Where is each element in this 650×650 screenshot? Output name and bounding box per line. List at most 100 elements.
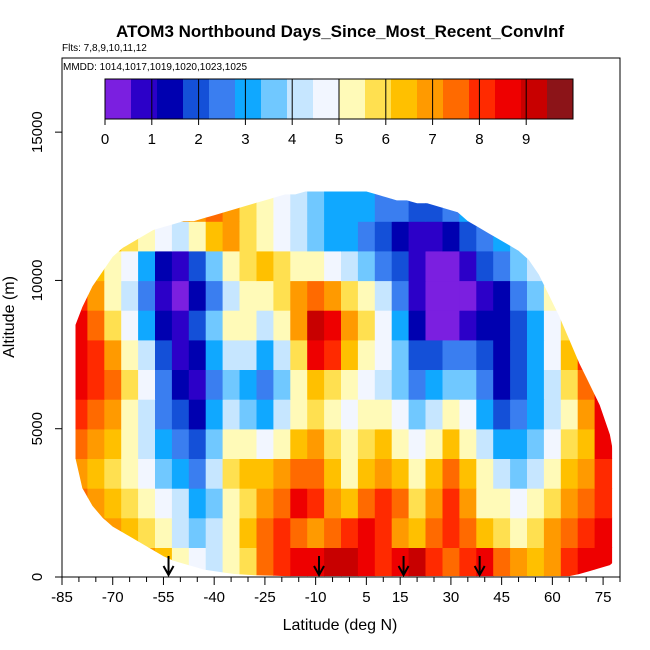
heatmap-cell bbox=[493, 280, 511, 311]
heatmap-cell bbox=[222, 458, 241, 489]
heatmap-cell bbox=[442, 221, 460, 252]
colorbar-segment bbox=[287, 79, 314, 119]
heatmap-cell bbox=[357, 310, 376, 341]
heatmap-cell bbox=[459, 280, 477, 311]
heatmap-cell bbox=[290, 280, 308, 311]
heatmap-cell bbox=[425, 399, 443, 430]
heatmap-cell bbox=[324, 488, 342, 519]
heatmap-cell bbox=[239, 428, 257, 459]
heatmap-cell bbox=[560, 458, 579, 489]
heatmap-cell bbox=[459, 458, 477, 489]
heatmap-cell bbox=[188, 339, 207, 370]
heatmap-cell bbox=[290, 369, 308, 400]
heatmap-cell bbox=[425, 339, 443, 370]
heatmap-cell bbox=[155, 310, 173, 341]
colorbar-tick-label: 3 bbox=[241, 131, 249, 148]
heatmap-cell bbox=[476, 221, 494, 252]
heatmap-cell bbox=[408, 399, 427, 430]
colorbar-segment bbox=[105, 79, 132, 119]
colorbar-segment bbox=[495, 79, 522, 119]
colorbar-tick-label: 6 bbox=[382, 131, 390, 148]
heatmap-cell bbox=[543, 369, 562, 400]
heatmap-cell bbox=[307, 399, 325, 430]
heatmap-cell bbox=[408, 221, 427, 252]
heatmap-cell bbox=[87, 458, 105, 489]
heatmap-cell bbox=[138, 310, 156, 341]
heatmap-cell bbox=[104, 399, 122, 430]
heatmap-cell bbox=[442, 369, 460, 400]
heatmap-cell bbox=[577, 280, 596, 311]
heatmap-cell bbox=[324, 250, 342, 282]
heatmap-cell bbox=[577, 488, 596, 519]
heatmap-cell bbox=[594, 310, 613, 341]
heatmap-cell bbox=[476, 399, 494, 430]
heatmap-cell bbox=[543, 547, 562, 577]
heatmap-cell bbox=[341, 458, 359, 489]
heatmap-cell bbox=[121, 399, 139, 430]
heatmap-cell bbox=[188, 221, 207, 252]
heatmap-cell bbox=[357, 488, 376, 519]
heatmap-cell bbox=[527, 547, 545, 577]
heatmap-cell bbox=[560, 191, 579, 222]
heatmap-cell bbox=[543, 458, 562, 489]
heatmap-cell bbox=[87, 250, 105, 282]
heatmap-cell bbox=[459, 369, 477, 400]
x-tick-label: 75 bbox=[595, 589, 612, 606]
heatmap-cell bbox=[324, 310, 342, 341]
y-tick-label: 0 bbox=[29, 573, 46, 581]
heatmap-cell bbox=[239, 458, 257, 489]
heatmap-cell bbox=[442, 458, 460, 489]
heatmap-cell bbox=[121, 221, 139, 252]
heatmap-cell bbox=[527, 339, 545, 370]
heatmap-cell bbox=[239, 310, 257, 341]
heatmap-cell bbox=[171, 428, 190, 459]
heatmap-cell bbox=[324, 428, 342, 459]
heatmap-cell bbox=[476, 547, 494, 577]
heatmap-cell bbox=[307, 458, 325, 489]
heatmap-cell bbox=[290, 488, 308, 519]
heatmap-cell bbox=[425, 280, 443, 311]
heatmap-cell bbox=[543, 339, 562, 370]
heatmap-cell bbox=[75, 280, 88, 311]
heatmap-cell bbox=[138, 221, 156, 252]
heatmap-cell bbox=[594, 428, 613, 459]
heatmap-cell bbox=[222, 280, 241, 311]
x-tick-label: 5 bbox=[362, 589, 370, 606]
heatmap-cell bbox=[155, 250, 173, 282]
heatmap-cell bbox=[374, 458, 393, 489]
heatmap-cell bbox=[273, 191, 291, 222]
heatmap-cell bbox=[527, 458, 545, 489]
heatmap-cell bbox=[171, 517, 190, 548]
heatmap-cell bbox=[222, 428, 241, 459]
heatmap-cell bbox=[222, 339, 241, 370]
heatmap-cell bbox=[205, 191, 224, 222]
heatmap-cell bbox=[408, 488, 427, 519]
heatmap-cell bbox=[357, 339, 376, 370]
heatmap-cell bbox=[138, 250, 156, 282]
heatmap-cell bbox=[171, 191, 190, 222]
heatmap-cell bbox=[476, 250, 494, 282]
heatmap-cell bbox=[476, 517, 494, 548]
heatmap-cell bbox=[239, 339, 257, 370]
heatmap-cell bbox=[594, 221, 613, 252]
heatmap-cell bbox=[256, 310, 274, 341]
heatmap-cell bbox=[510, 191, 528, 222]
heatmap-cell bbox=[171, 280, 190, 311]
heatmap-cell bbox=[273, 339, 291, 370]
colorbar-segment bbox=[443, 79, 470, 119]
x-tick-label: -55 bbox=[153, 589, 175, 606]
profile-marker-arrowhead bbox=[397, 565, 410, 578]
heatmap-cell bbox=[577, 428, 596, 459]
heatmap-cell bbox=[324, 221, 342, 252]
heatmap-cell bbox=[87, 191, 105, 222]
heatmap-cell bbox=[408, 339, 427, 370]
heatmap-cell bbox=[527, 310, 545, 341]
heatmap-cell bbox=[493, 458, 511, 489]
heatmap-cell bbox=[188, 488, 207, 519]
heatmap-cell bbox=[205, 547, 224, 577]
heatmap-cell bbox=[121, 310, 139, 341]
heatmap-cell bbox=[273, 369, 291, 400]
heatmap-cell bbox=[121, 280, 139, 311]
heatmap-cell bbox=[391, 399, 410, 430]
heatmap-cell bbox=[138, 428, 156, 459]
